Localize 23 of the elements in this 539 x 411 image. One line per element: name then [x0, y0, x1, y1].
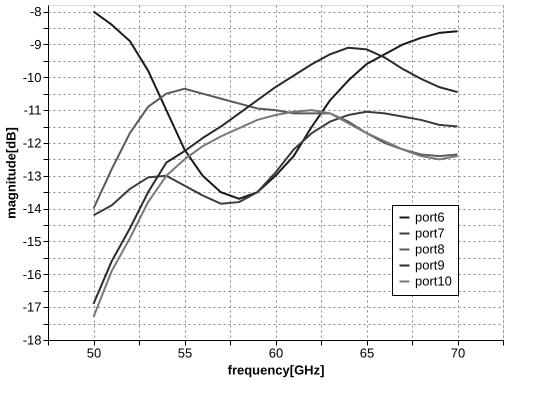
- y-axis-title: magnitude[dB]: [4, 127, 19, 219]
- y-tick-label: -13: [22, 168, 42, 184]
- x-tick-label: 70: [450, 346, 466, 360]
- y-tick-label: -11: [24, 102, 42, 118]
- legend-label: port6: [415, 210, 445, 224]
- y-tick-label: -18: [22, 332, 42, 348]
- x-tick-label: 65: [360, 346, 374, 360]
- y-tick-label: -17: [22, 300, 42, 315]
- legend-label: port9: [415, 258, 445, 272]
- y-tick-label: -12: [22, 135, 42, 150]
- y-tick-label: -10: [22, 70, 42, 85]
- x-tick-label: 60: [268, 346, 284, 360]
- y-tick-label: -16: [22, 266, 42, 282]
- x-tick-label: 55: [178, 346, 192, 360]
- legend-label: port8: [415, 242, 445, 256]
- legend-label: port10: [415, 274, 452, 288]
- x-axis-title: frequency[GHz]: [228, 362, 324, 378]
- y-tick-label: -9: [30, 36, 42, 52]
- y-tick-label: -14: [22, 201, 42, 216]
- y-tick-label: -15: [22, 234, 42, 249]
- y-tick-label: -8: [30, 4, 42, 20]
- legend-label: port7: [415, 226, 445, 240]
- x-tick-label: 50: [86, 346, 102, 360]
